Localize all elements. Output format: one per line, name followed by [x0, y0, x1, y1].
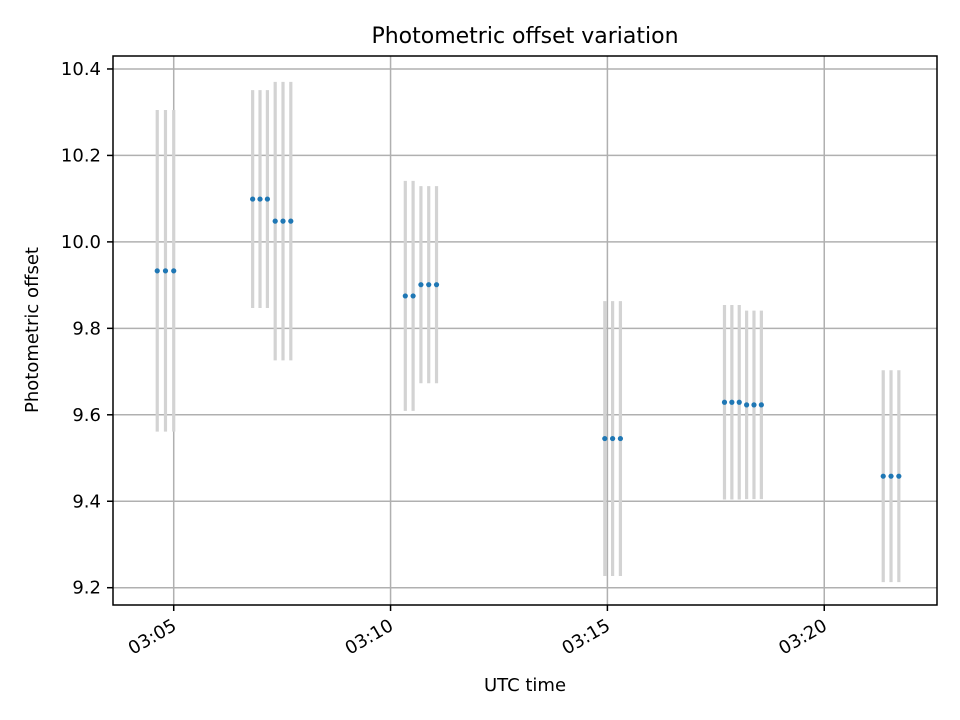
y-tick-label: 9.2	[72, 578, 101, 599]
data-point	[610, 435, 616, 442]
data-point	[410, 293, 416, 299]
y-tick-label: 9.4	[72, 491, 101, 512]
data-point	[264, 196, 270, 202]
y-tick-label: 9.6	[72, 405, 101, 426]
data-point	[402, 293, 408, 299]
data-point	[154, 268, 160, 274]
x-tick-label: 03:20	[775, 615, 830, 659]
data-point	[729, 399, 735, 405]
x-axis-ticks: 03:05 03:10 03:15 03:20	[125, 605, 831, 659]
data-point	[418, 282, 424, 288]
y-tick-label: 10.4	[61, 59, 101, 80]
data-point	[250, 196, 256, 202]
grid-lines	[113, 56, 937, 605]
x-tick-label: 03:15	[558, 615, 613, 659]
data-point	[162, 268, 169, 274]
data-point	[896, 473, 902, 479]
y-axis-ticks: 9.2 9.4 9.6 9.8 10.0 10.2 10.4	[61, 59, 113, 599]
data-point	[751, 402, 757, 408]
plot-frame	[112, 55, 938, 606]
x-tick-label: 03:10	[342, 615, 397, 659]
data-point	[280, 218, 286, 224]
data-point	[880, 473, 886, 479]
data-point	[426, 282, 432, 288]
data-point	[736, 399, 742, 405]
data-point	[171, 268, 177, 274]
data-point	[617, 435, 624, 442]
data-point	[721, 399, 728, 405]
data-point	[272, 218, 278, 224]
x-axis-label: UTC time	[484, 675, 566, 696]
y-tick-label: 10.2	[61, 145, 101, 166]
y-tick-label: 10.0	[61, 232, 101, 253]
error-bars	[155, 81, 901, 583]
chart-title: Photometric offset variation	[371, 24, 678, 49]
x-tick-label: 03:05	[125, 615, 180, 659]
data-point	[288, 218, 294, 224]
data-point	[257, 196, 263, 202]
data-point	[433, 282, 440, 288]
y-tick-label: 9.8	[72, 318, 101, 339]
y-axis-label: Photometric offset	[22, 247, 43, 413]
data-point	[758, 402, 764, 408]
data-point	[888, 473, 894, 479]
data-points	[154, 196, 902, 479]
data-point	[602, 435, 608, 442]
data-point	[744, 402, 750, 408]
